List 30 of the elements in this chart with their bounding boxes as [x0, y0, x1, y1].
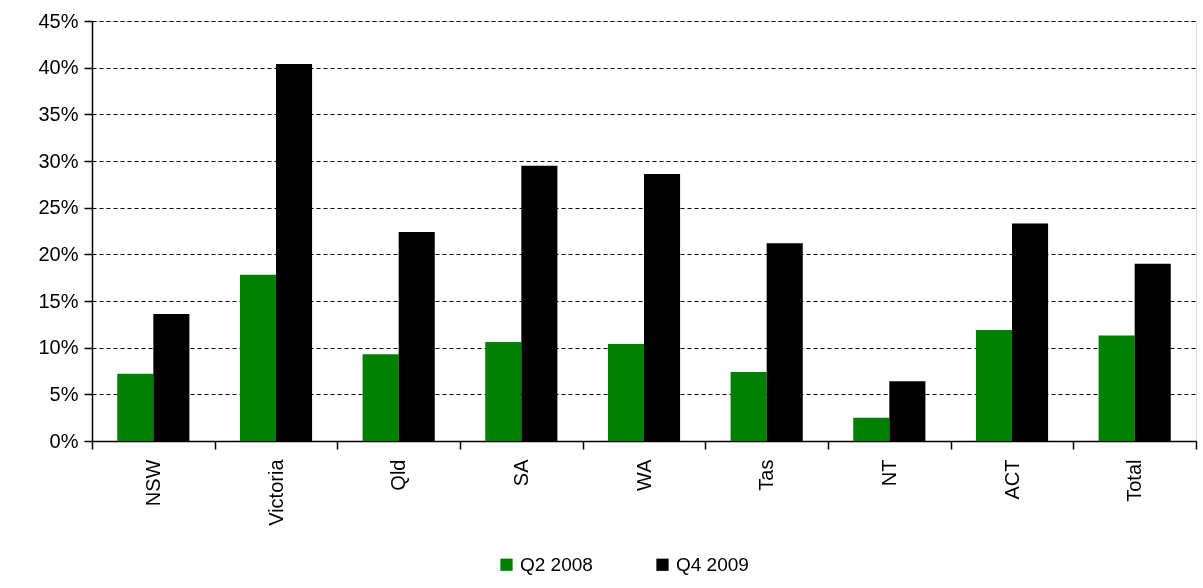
bar	[117, 373, 154, 441]
y-tick-label: 45%	[38, 9, 79, 32]
y-tick-label: 30%	[38, 149, 79, 172]
y-tick-label: 0%	[49, 429, 79, 452]
y-tick-label: 15%	[38, 289, 79, 312]
x-tick-label: ACT	[1000, 459, 1023, 500]
x-tick-label: Qld	[387, 459, 410, 491]
y-tick-label: 10%	[38, 336, 79, 359]
x-tick-label: Total	[1123, 459, 1146, 502]
bar	[1098, 335, 1135, 441]
bar	[607, 343, 644, 441]
x-tick-label: NSW	[141, 459, 164, 507]
y-tick-label: 35%	[38, 102, 79, 125]
legend-label: Q4 2009	[676, 553, 749, 575]
x-tick-label: NT	[877, 459, 900, 487]
y-tick-label: 25%	[38, 196, 79, 219]
legend-label: Q2 2008	[520, 553, 593, 575]
bar	[239, 274, 276, 441]
y-tick-label: 5%	[49, 382, 79, 405]
bar	[853, 417, 890, 441]
bar	[485, 342, 522, 441]
x-tick-label: SA	[509, 458, 532, 487]
bar	[730, 371, 767, 441]
x-tick-label: Victoria	[264, 458, 287, 526]
x-tick-label: WA	[632, 458, 655, 491]
y-tick-label: 20%	[38, 242, 79, 265]
bar	[362, 354, 399, 441]
bar	[975, 329, 1012, 441]
y-tick-label: 40%	[38, 56, 79, 79]
x-tick-label: Tas	[755, 459, 778, 491]
